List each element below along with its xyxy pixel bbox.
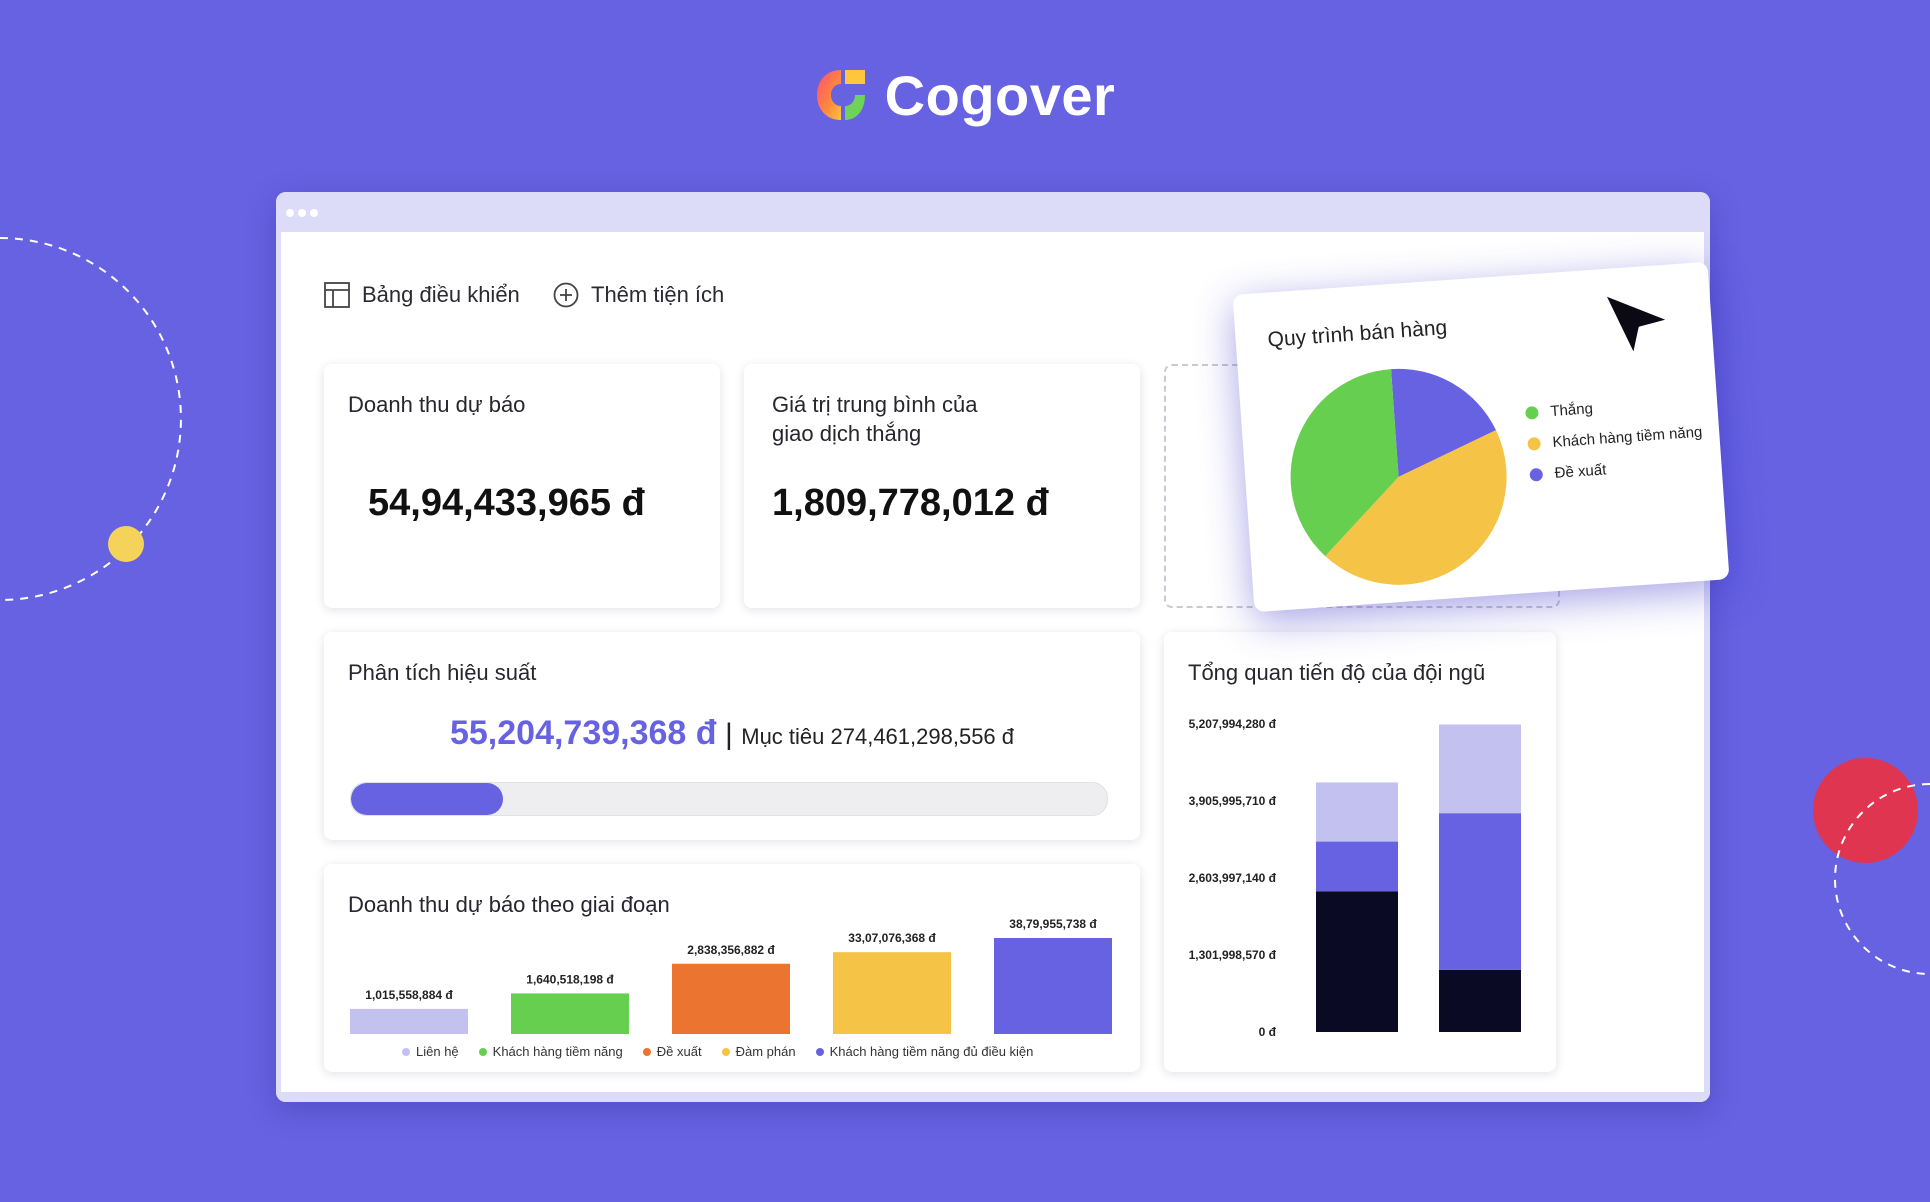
stage-bar-value-label: 2,838,356,882 đ [687, 943, 775, 957]
legend-label: Khách hàng tiềm năng [492, 1044, 623, 1059]
pie-slice[interactable] [1391, 362, 1499, 477]
decorative-dot-yellow [108, 526, 144, 562]
legend-swatch [1525, 405, 1539, 420]
window-border-left [276, 232, 281, 1102]
pie-slice[interactable] [1317, 430, 1514, 590]
legend-swatch [478, 1047, 487, 1056]
card-title-line: Giá trị trung bình của [772, 392, 978, 417]
legend-item: Đề xuất [642, 1044, 702, 1059]
stage-bar-value-label: 1,640,518,198 đ [526, 972, 614, 986]
card-title-line: giao dịch thắng [772, 421, 922, 446]
legend-swatch [402, 1047, 410, 1056]
stacked-bar-segment[interactable] [1439, 724, 1521, 814]
card-title: Giá trị trung bình của giao dịch thắng [772, 390, 977, 448]
window-border-right [1704, 232, 1710, 1102]
y-axis-tick-label: 5,207,994,280 đ [1188, 717, 1276, 731]
layout-icon [324, 282, 350, 308]
window-dot-icon [298, 209, 306, 217]
legend-item: Thắng [1525, 393, 1701, 422]
y-axis-tick-label: 2,603,997,140 đ [1188, 871, 1276, 885]
window-dot-icon [286, 209, 294, 217]
progress-fill [351, 783, 504, 815]
stage-bar-chart: 1,015,558,884 đ 1,640,518,198 đ 2,838,356,… [350, 917, 1112, 1034]
stage-bar[interactable] [672, 963, 790, 1034]
legend-label: Đề xuất [656, 1044, 702, 1059]
add-widget-button[interactable]: Thêm tiện ích [553, 282, 724, 308]
brand-header: Cogover [0, 60, 1930, 130]
forecast-revenue-value: 54,94,433,965 đ [368, 482, 645, 524]
stage-bar[interactable] [511, 993, 629, 1034]
legend-label: Thắng [1549, 400, 1594, 421]
y-axis-tick-label: 0 đ [1258, 1025, 1276, 1039]
popup-title: Quy trình bán hàng [1266, 316, 1448, 352]
legend-swatch [1529, 467, 1544, 482]
legend-swatch [815, 1047, 824, 1056]
y-axis-tick-label: 1,301,998,570 đ [1188, 948, 1276, 962]
performance-summary: 55,204,739,368 đ | Mục tiêu 274,461,298,… [324, 714, 1140, 753]
team-progress-card[interactable]: Tổng quan tiến độ của đội ngũ 5,207,994,… [1164, 632, 1556, 1072]
card-title: Phân tích hiệu suất [348, 660, 537, 685]
performance-card[interactable]: Phân tích hiệu suất 55,204,739,368 đ | M… [324, 632, 1140, 840]
stage-bar[interactable] [994, 938, 1112, 1034]
legend-item: Đề xuất [1529, 454, 1705, 483]
legend-item: Khách hàng tiềm năng đủ điều kiện [815, 1044, 1034, 1059]
forecast-revenue-card[interactable]: Doanh thu dự báo 54,94,433,965 đ [324, 364, 720, 608]
dashboard-button[interactable]: Bảng điều khiển [324, 282, 520, 308]
legend-swatch [642, 1047, 651, 1056]
stacked-bar-segment[interactable] [1316, 891, 1398, 1032]
pie-slice[interactable] [1283, 369, 1403, 558]
performance-target: Mục tiêu 274,461,298,556 đ [741, 724, 1015, 749]
legend-label: Liên hệ [416, 1044, 459, 1059]
decorative-arc-left [0, 237, 182, 601]
legend-swatch [1527, 436, 1542, 451]
plus-circle-icon [553, 282, 579, 308]
legend-label: Đàm phán [735, 1044, 796, 1059]
legend-item: Đàm phán [721, 1044, 796, 1059]
stacked-bar-segment[interactable] [1316, 841, 1398, 892]
avg-won-deal-value: 1,809,778,012 đ [772, 482, 1049, 524]
stacked-bar-segment[interactable] [1439, 813, 1521, 970]
window-dot-icon [310, 209, 318, 217]
legend-label: Khách hàng tiềm năng đủ điều kiện [829, 1044, 1034, 1059]
stage-bar-value-label: 38,79,955,738 đ [1009, 917, 1097, 931]
performance-value: 55,204,739,368 đ [449, 714, 717, 752]
sales-process-pie-chart [1283, 362, 1514, 590]
stage-bar-value-label: 33,07,076,368 đ [848, 931, 936, 945]
avg-won-deal-card[interactable]: Giá trị trung bình của giao dịch thắng 1… [744, 364, 1140, 608]
stage-bar-value-label: 1,015,558,884 đ [365, 988, 453, 1002]
stacked-bar-segment[interactable] [1316, 782, 1398, 842]
add-widget-label: Thêm tiện ích [591, 282, 725, 307]
legend-swatch [721, 1047, 730, 1056]
cogover-logo-icon [816, 70, 865, 120]
window-titlebar [276, 192, 1710, 232]
decorative-dot-red [1813, 758, 1918, 863]
y-axis-tick-label: 3,905,995,710 đ [1188, 794, 1276, 808]
stage-bar[interactable] [833, 952, 951, 1034]
team-stacked-bar-chart [1316, 724, 1521, 1032]
stage-bar[interactable] [350, 1008, 468, 1034]
legend-label: Đề xuất [1554, 461, 1607, 482]
separator: | [725, 718, 733, 751]
decorative-arc-right [1834, 783, 1930, 975]
card-title: Tổng quan tiến độ của đội ngũ [1188, 660, 1486, 685]
mouse-pointer-icon [1602, 292, 1672, 358]
legend-item: Liên hệ [402, 1044, 459, 1059]
pie-legend: Thắng Khách hàng tiềm năng Đề xuất [1525, 393, 1706, 498]
legend-item: Khách hàng tiềm năng [478, 1044, 623, 1059]
window-border-bottom [276, 1092, 1710, 1102]
forecast-by-stage-card[interactable]: Doanh thu dự báo theo giai đoạn 1,015,55… [324, 864, 1140, 1072]
brand-name: Cogover [884, 63, 1116, 127]
legend-item: Khách hàng tiềm năng [1527, 424, 1703, 453]
progress-bar [350, 782, 1108, 816]
stage-chart-legend: Liên hệ Khách hàng tiềm năng Đề xuất Đàm ph… [402, 1044, 1053, 1059]
stacked-bar-segment[interactable] [1439, 969, 1521, 1032]
dashboard-label: Bảng điều khiển [362, 282, 520, 307]
card-title: Doanh thu dự báo [348, 392, 526, 417]
sales-process-popup[interactable]: Quy trình bán hàng Thắng Khách hàng tiềm … [1232, 261, 1730, 613]
card-title: Doanh thu dự báo theo giai đoạn [348, 892, 670, 917]
legend-label: Khách hàng tiềm năng [1551, 423, 1703, 452]
